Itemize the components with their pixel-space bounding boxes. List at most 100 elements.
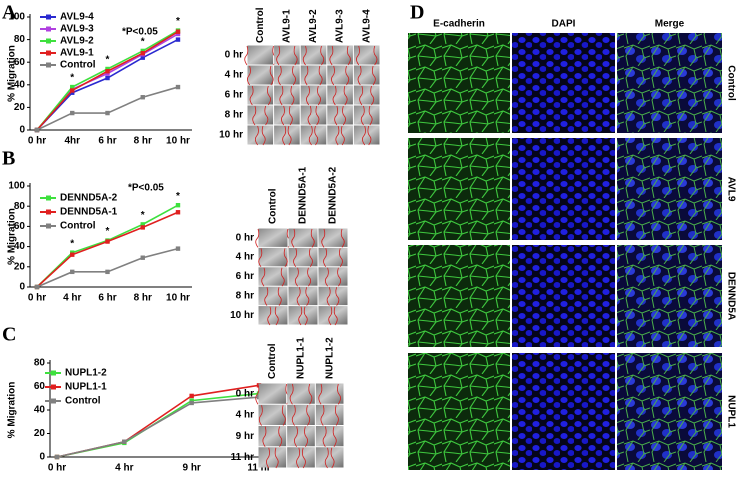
image-column-label: DENND5A-1: [298, 166, 309, 224]
x-tick-label: 10 hr: [166, 293, 190, 304]
column-header: Merge: [655, 19, 685, 30]
data-point: [105, 239, 110, 244]
significance-mark: *: [70, 238, 74, 249]
annotation: *P<0.05: [122, 27, 158, 38]
y-tick-label: 80: [14, 201, 26, 212]
wound-edge: [276, 45, 298, 66]
significance-mark: *: [106, 55, 110, 66]
scratch-image: [327, 85, 353, 105]
wound-edge: [307, 105, 320, 126]
y-tick-label: 80: [34, 358, 46, 369]
y-tick-label: 20: [34, 428, 46, 439]
y-tick-label: 20: [14, 102, 26, 113]
image-column-label: Control: [268, 188, 279, 224]
image-row-label: 10 hr: [230, 310, 254, 321]
legend-marker: [46, 50, 51, 56]
wound-edge: [279, 85, 295, 106]
data-point: [70, 88, 75, 93]
image-row-label: 4 hr: [236, 410, 254, 421]
legend-label: AVL9-1: [60, 48, 94, 59]
significance-mark: *: [176, 16, 180, 27]
microscopy-image: [617, 245, 722, 347]
row-label: Control: [725, 65, 736, 101]
legend-label: AVL9-4: [60, 12, 94, 23]
microscopy-image: [512, 33, 615, 133]
scratch-image: [258, 267, 288, 286]
legend-label: Control: [60, 221, 96, 232]
data-point: [70, 110, 75, 116]
data-point: [140, 222, 145, 227]
wound-edge: [362, 125, 372, 146]
scratch-image: [300, 125, 327, 145]
wound-edge: [296, 447, 306, 469]
x-tick-label: 8 hr: [134, 136, 152, 147]
wound-edge: [308, 125, 319, 146]
scratch-image: [353, 85, 380, 105]
scratch-image: [287, 383, 315, 404]
significance-mark: *: [141, 37, 145, 48]
data-point: [175, 37, 181, 42]
y-tick-label: 100: [8, 12, 25, 23]
x-tick-label: 8 hr: [134, 293, 152, 304]
scratch-image: [287, 404, 315, 425]
scratch-image: [315, 404, 344, 425]
wound-edge: [258, 248, 288, 268]
data-point: [175, 246, 181, 251]
wound-edge: [332, 85, 348, 106]
data-point: [34, 127, 40, 133]
wound-edge: [293, 248, 313, 268]
scratch-image: [258, 447, 287, 468]
scratch-image: [327, 45, 353, 65]
scratch-image: [300, 85, 327, 105]
x-tick-label: 10 hr: [166, 136, 190, 147]
legend-marker: [46, 14, 51, 20]
significance-mark: *: [141, 210, 145, 221]
x-tick-label: 9 hr: [182, 463, 200, 474]
column-header: DAPI: [552, 19, 576, 30]
scratch-image: [274, 105, 300, 125]
wound-edge: [281, 105, 293, 126]
scratch-image: [258, 426, 287, 447]
image-row-label: 0 hr: [236, 388, 254, 399]
data-point: [105, 75, 110, 81]
y-tick-label: 0: [19, 282, 25, 293]
data-point: [140, 225, 145, 230]
wound-edge: [328, 306, 338, 326]
wound-edge: [304, 65, 323, 86]
scratch-image: [315, 383, 344, 404]
wound-edge: [277, 65, 296, 86]
legend-label: Control: [60, 60, 96, 71]
wound-edge: [306, 85, 321, 106]
scratch-image: [287, 426, 315, 447]
microscopy-image: [408, 353, 510, 470]
microscopy-image: [617, 138, 722, 240]
wound-edge: [302, 45, 325, 66]
x-tick-label: 4hr: [64, 136, 80, 147]
image-column-label: NUPL1-1: [296, 337, 307, 379]
wound-edge: [357, 65, 376, 86]
scratch-image: [274, 125, 300, 145]
panel-label: C: [2, 324, 16, 346]
wound-edge: [291, 405, 311, 426]
legend-label: NUPL1-1: [65, 382, 107, 393]
scratch-image: [318, 228, 348, 247]
wound-edge: [266, 447, 279, 469]
image-row-label: 6 hr: [225, 90, 243, 101]
wound-edge: [258, 405, 286, 426]
wound-edge: [334, 105, 346, 126]
significance-mark: *: [106, 226, 110, 237]
legend-label: DENND5A-2: [60, 193, 118, 204]
row-label: NUPL1: [725, 395, 736, 428]
microscopy-image: [617, 33, 722, 133]
wound-edge: [267, 306, 279, 326]
scratch-image: [300, 105, 327, 125]
scratch-image: [318, 267, 348, 286]
series-line: [36, 211, 179, 288]
legend-label: Control: [65, 396, 101, 407]
scratch-image: [288, 228, 318, 247]
y-tick-label: 20: [14, 261, 26, 272]
scratch-image: [258, 383, 287, 404]
data-point: [140, 95, 145, 100]
wound-edge: [264, 287, 282, 306]
data-point: [175, 202, 181, 208]
